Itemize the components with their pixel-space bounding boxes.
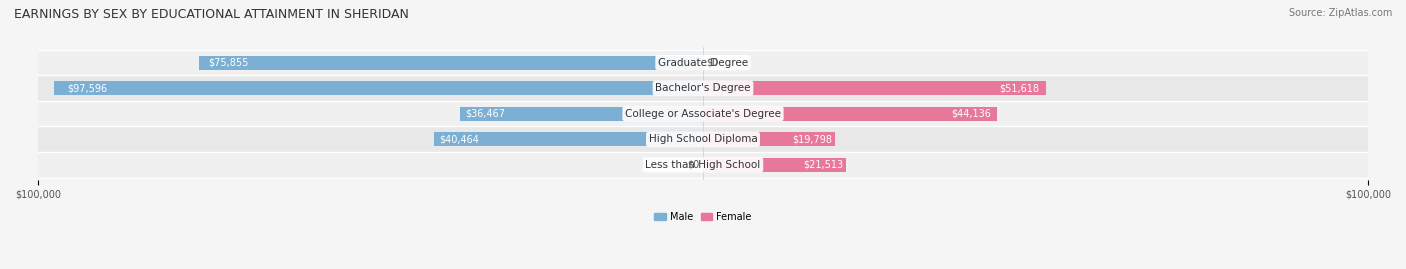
- Bar: [38, 152, 1368, 178]
- Text: $36,467: $36,467: [465, 109, 505, 119]
- Bar: [703, 81, 1046, 95]
- Bar: [38, 50, 1368, 75]
- Text: Graduate Degree: Graduate Degree: [658, 58, 748, 68]
- Bar: [53, 81, 703, 95]
- Text: $0: $0: [706, 58, 718, 68]
- Text: Bachelor's Degree: Bachelor's Degree: [655, 83, 751, 93]
- Text: Source: ZipAtlas.com: Source: ZipAtlas.com: [1288, 8, 1392, 18]
- Text: $19,798: $19,798: [792, 134, 832, 144]
- Bar: [38, 101, 1368, 126]
- Text: $40,464: $40,464: [439, 134, 479, 144]
- Text: High School Diploma: High School Diploma: [648, 134, 758, 144]
- Text: $75,855: $75,855: [208, 58, 249, 68]
- Text: $51,618: $51,618: [1000, 83, 1039, 93]
- Bar: [703, 132, 835, 146]
- Bar: [703, 107, 997, 121]
- Bar: [703, 158, 846, 172]
- Text: $44,136: $44,136: [950, 109, 991, 119]
- Text: EARNINGS BY SEX BY EDUCATIONAL ATTAINMENT IN SHERIDAN: EARNINGS BY SEX BY EDUCATIONAL ATTAINMEN…: [14, 8, 409, 21]
- Bar: [198, 56, 703, 70]
- Text: $0: $0: [688, 160, 700, 170]
- Text: $21,513: $21,513: [803, 160, 844, 170]
- Bar: [461, 107, 703, 121]
- Text: Less than High School: Less than High School: [645, 160, 761, 170]
- Text: $97,596: $97,596: [67, 83, 107, 93]
- Bar: [434, 132, 703, 146]
- Text: College or Associate's Degree: College or Associate's Degree: [626, 109, 780, 119]
- Legend: Male, Female: Male, Female: [651, 208, 755, 226]
- Bar: [38, 75, 1368, 101]
- Bar: [38, 126, 1368, 152]
